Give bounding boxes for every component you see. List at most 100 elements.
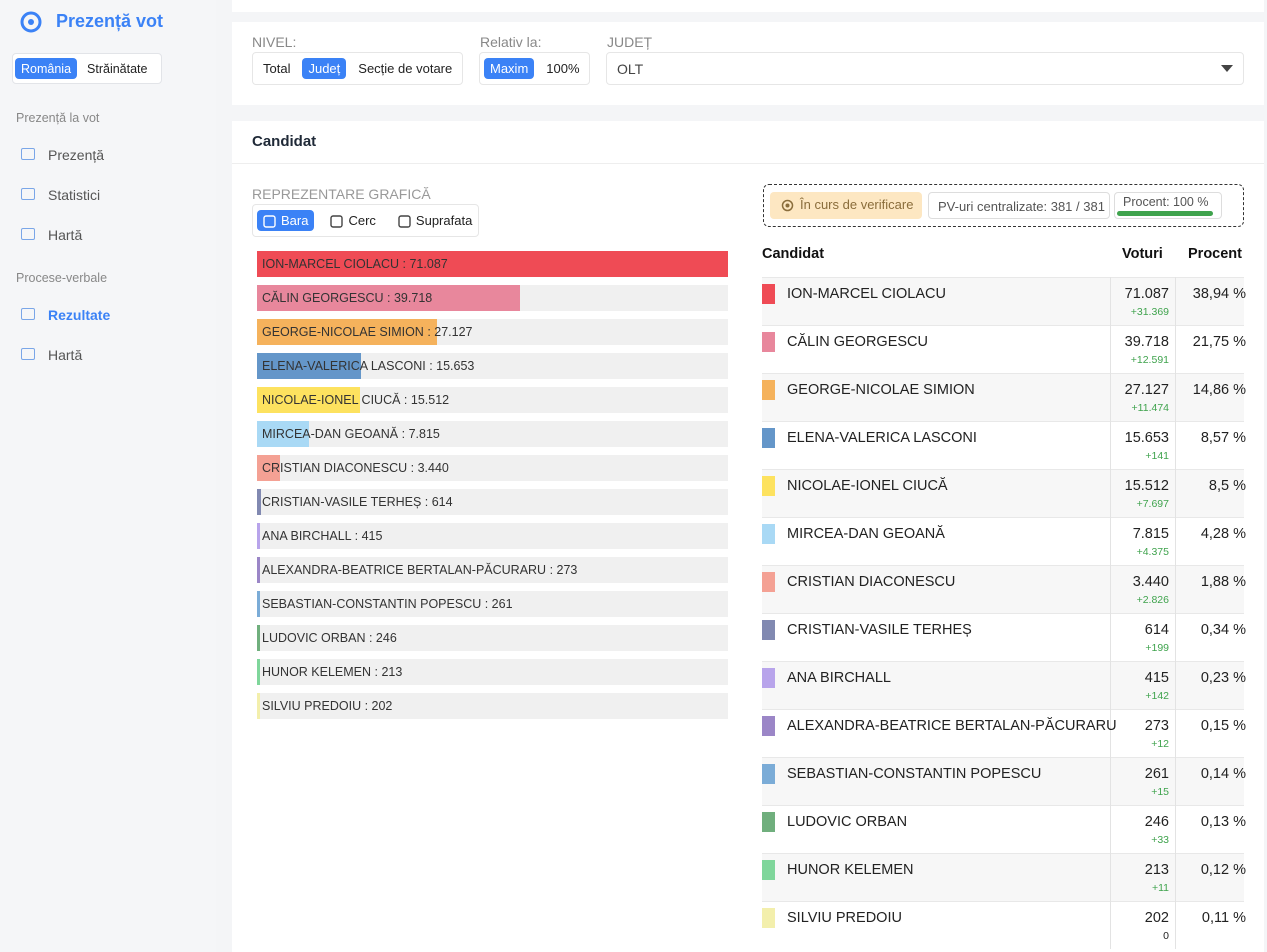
color-swatch (762, 380, 775, 400)
brand: Prezență vot (56, 11, 164, 31)
cell-divider (1175, 901, 1176, 949)
bar (257, 489, 262, 515)
toggle-option[interactable]: Total (263, 61, 291, 76)
bar-separator: : (371, 665, 382, 679)
bar-separator: : (365, 631, 376, 645)
chart-tabs: Bara Cerc Suprafata (252, 204, 479, 237)
sidebar (0, 0, 216, 952)
toggle-option[interactable]: 100% (546, 61, 580, 76)
cell-divider (1175, 805, 1176, 853)
cell-divider (1110, 901, 1111, 949)
table-row (762, 661, 1244, 709)
table-row (762, 901, 1244, 949)
votes-delta: +33 (1151, 834, 1169, 846)
bar-label: MIRCEA-DAN GEOANĂ : 7.815 (262, 427, 440, 441)
bar-separator: : (383, 291, 394, 305)
cell-divider (1110, 853, 1111, 901)
bar-name: LUDOVIC ORBAN (262, 631, 366, 645)
toggle-option[interactable]: Județ (302, 58, 347, 79)
color-swatch (762, 716, 775, 736)
bar-value: 15.512 (410, 393, 450, 407)
table-row (762, 325, 1244, 373)
candidate-name: ION-MARCEL CIOLACU (787, 286, 946, 302)
nav-item[interactable]: Rezultate (48, 307, 111, 323)
bar-label: CRISTIAN-VASILE TERHEȘ : 614 (262, 495, 453, 509)
percent: 0,11 % (1201, 910, 1246, 926)
votes-delta: +11.474 (1131, 402, 1169, 414)
toggle-option[interactable]: Maxim (484, 58, 535, 79)
candidate-name: CRISTIAN-VASILE TERHEȘ (787, 622, 972, 638)
toggle-option[interactable]: Secție de votare (358, 61, 453, 76)
progress-track (1117, 211, 1213, 216)
progress-box: Procent: 100 % (1114, 192, 1222, 219)
percent: 1,88 % (1200, 574, 1246, 590)
table-header: Procent (1188, 246, 1242, 262)
bar-track (257, 693, 728, 719)
color-swatch (762, 812, 775, 832)
nav-icon (21, 188, 35, 200)
votes-delta: +11 (1151, 882, 1169, 894)
table-row (762, 517, 1244, 565)
level-toggle: Total Județ Secție de votare (252, 52, 463, 85)
table-row (762, 805, 1244, 853)
bar-value: 246 (375, 631, 397, 645)
votes: 273 (1144, 718, 1169, 734)
bar-value: 213 (381, 665, 403, 679)
level-label: NIVEL: (252, 34, 297, 50)
toggle-option[interactable]: Cerc (324, 210, 381, 231)
nav-icon (21, 308, 35, 320)
bar-label: SEBASTIAN-CONSTANTIN POPESCU : 261 (262, 597, 513, 611)
bar-value: 71.087 (409, 257, 448, 271)
cell-divider (1175, 277, 1176, 325)
cell-divider (1175, 373, 1176, 421)
toggle-option[interactable]: Bara (257, 210, 315, 231)
tab-icon (330, 215, 344, 228)
bar-name: CĂLIN GEORGESCU (262, 291, 384, 305)
bar-label: LUDOVIC ORBAN : 246 (262, 631, 397, 645)
bar-label: SILVIU PREDOIU : 202 (262, 699, 392, 713)
cell-divider (1175, 757, 1176, 805)
cell-divider (1110, 469, 1111, 517)
cell-divider (1110, 421, 1111, 469)
table-row (762, 277, 1244, 325)
bar-value: 261 (491, 597, 513, 611)
bar-name: HUNOR KELEMEN (262, 665, 372, 679)
toggle-option[interactable]: România (15, 58, 78, 79)
votes: 614 (1144, 622, 1169, 638)
bar-separator: : (407, 461, 418, 475)
percent: 21,75 % (1192, 334, 1246, 350)
bar-track (257, 625, 728, 651)
bar-value: 273 (556, 563, 578, 577)
nav-item[interactable]: Statistici (48, 187, 101, 203)
nav-section: Prezență la vot (16, 111, 100, 125)
nav-icon (21, 348, 35, 360)
votes-delta: 0 (1163, 930, 1169, 942)
bar-value: 614 (431, 495, 453, 509)
bar-name: SEBASTIAN-CONSTANTIN POPESCU (262, 597, 482, 611)
votes-delta: +2.826 (1136, 594, 1169, 606)
percent: 8,57 % (1200, 430, 1246, 446)
color-swatch (762, 524, 775, 544)
tab-icon (398, 215, 411, 228)
votes-delta: +141 (1145, 450, 1169, 462)
nav-item[interactable]: Prezență (48, 147, 105, 163)
toggle-option[interactable]: Suprafata (392, 210, 478, 231)
nav-item[interactable]: Hartă (48, 347, 83, 363)
candidate-name: CRISTIAN DIACONESCU (787, 574, 956, 590)
bar-label: GEORGE-NICOLAE SIMION : 27.127 (262, 325, 473, 339)
county-select[interactable]: OLT (606, 52, 1244, 85)
votes: 15.653 (1124, 430, 1169, 446)
percent: 0,23 % (1200, 670, 1246, 686)
bar-separator: : (421, 495, 432, 509)
divider (232, 163, 1264, 164)
bar-separator: : (351, 529, 362, 543)
bar-name: NICOLAE-IONEL CIUCĂ (262, 393, 401, 407)
nav-item[interactable]: Hartă (48, 227, 83, 243)
cell-divider (1175, 613, 1176, 661)
table-row (762, 853, 1244, 901)
votes: 246 (1144, 814, 1169, 830)
bar-track (257, 659, 728, 685)
toggle-option[interactable]: Străinătate (87, 62, 148, 76)
county-value: OLT (617, 61, 644, 77)
nav-icon (21, 228, 35, 240)
